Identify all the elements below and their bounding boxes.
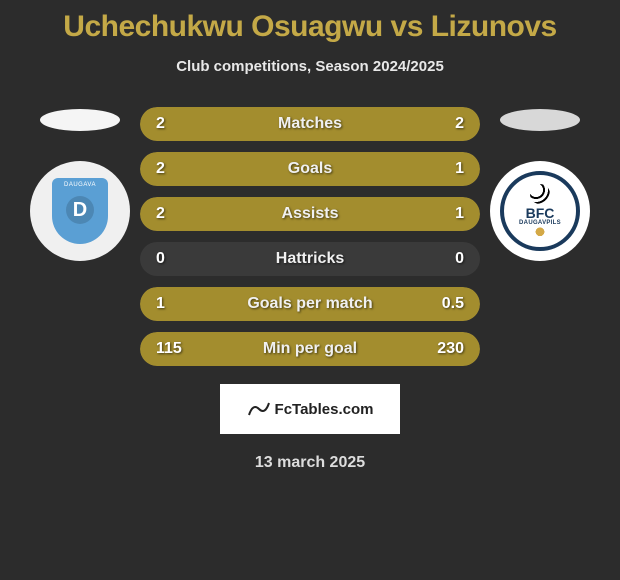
stat-label: Min per goal xyxy=(263,340,357,358)
player-right-nameplate xyxy=(500,109,580,131)
stat-value-right: 0.5 xyxy=(442,295,464,313)
lily-icon xyxy=(532,227,548,239)
stat-value-left: 0 xyxy=(156,250,165,268)
stat-label: Assists xyxy=(282,205,339,223)
player-left-badge xyxy=(30,161,130,261)
player-right-column: BFC DAUGAVPILS xyxy=(480,107,600,366)
player-right-badge: BFC DAUGAVPILS xyxy=(490,161,590,261)
stat-label: Hattricks xyxy=(276,250,344,268)
stat-label: Goals xyxy=(288,160,332,178)
stat-value-left: 1 xyxy=(156,295,165,313)
stat-value-left: 2 xyxy=(156,160,165,178)
brand-footer-box: FcTables.com xyxy=(220,384,400,434)
stat-row: 115 Min per goal 230 xyxy=(140,332,480,366)
soccer-ball-icon xyxy=(530,184,550,204)
stat-row: 2 Goals 1 xyxy=(140,152,480,186)
page-subtitle: Club competitions, Season 2024/2025 xyxy=(0,58,620,75)
stat-value-left: 2 xyxy=(156,205,165,223)
club-shield-daugava-icon xyxy=(52,178,108,244)
comparison-panel: 2 Matches 2 2 Goals 1 2 Assists 1 0 Hattricks 0 1 Goa… xyxy=(0,107,620,366)
stat-row: 2 Matches 2 xyxy=(140,107,480,141)
stat-value-right: 0 xyxy=(455,250,464,268)
stat-label: Matches xyxy=(278,115,342,133)
player-left-column xyxy=(20,107,140,366)
stat-value-left: 2 xyxy=(156,115,165,133)
stat-row: 2 Assists 1 xyxy=(140,197,480,231)
stat-value-right: 1 xyxy=(455,205,464,223)
brand-text: FcTables.com xyxy=(275,401,374,418)
player-left-nameplate xyxy=(40,109,120,131)
bfc-city-text: DAUGAVPILS xyxy=(519,220,561,226)
snapshot-date: 13 march 2025 xyxy=(0,454,620,472)
bfc-text: BFC xyxy=(526,206,555,220)
stat-value-right: 2 xyxy=(455,115,464,133)
stat-row: 1 Goals per match 0.5 xyxy=(140,287,480,321)
fctables-logo-icon xyxy=(247,401,271,417)
page-title: Uchechukwu Osuagwu vs Lizunovs xyxy=(0,0,620,44)
stat-label: Goals per match xyxy=(247,295,372,313)
stat-value-right: 1 xyxy=(455,160,464,178)
stat-value-right: 230 xyxy=(437,340,464,358)
club-shield-bfc-icon: BFC DAUGAVPILS xyxy=(500,171,580,251)
stat-row: 0 Hattricks 0 xyxy=(140,242,480,276)
stats-list: 2 Matches 2 2 Goals 1 2 Assists 1 0 Hattricks 0 1 Goa… xyxy=(140,107,480,366)
stat-value-left: 115 xyxy=(156,340,182,358)
